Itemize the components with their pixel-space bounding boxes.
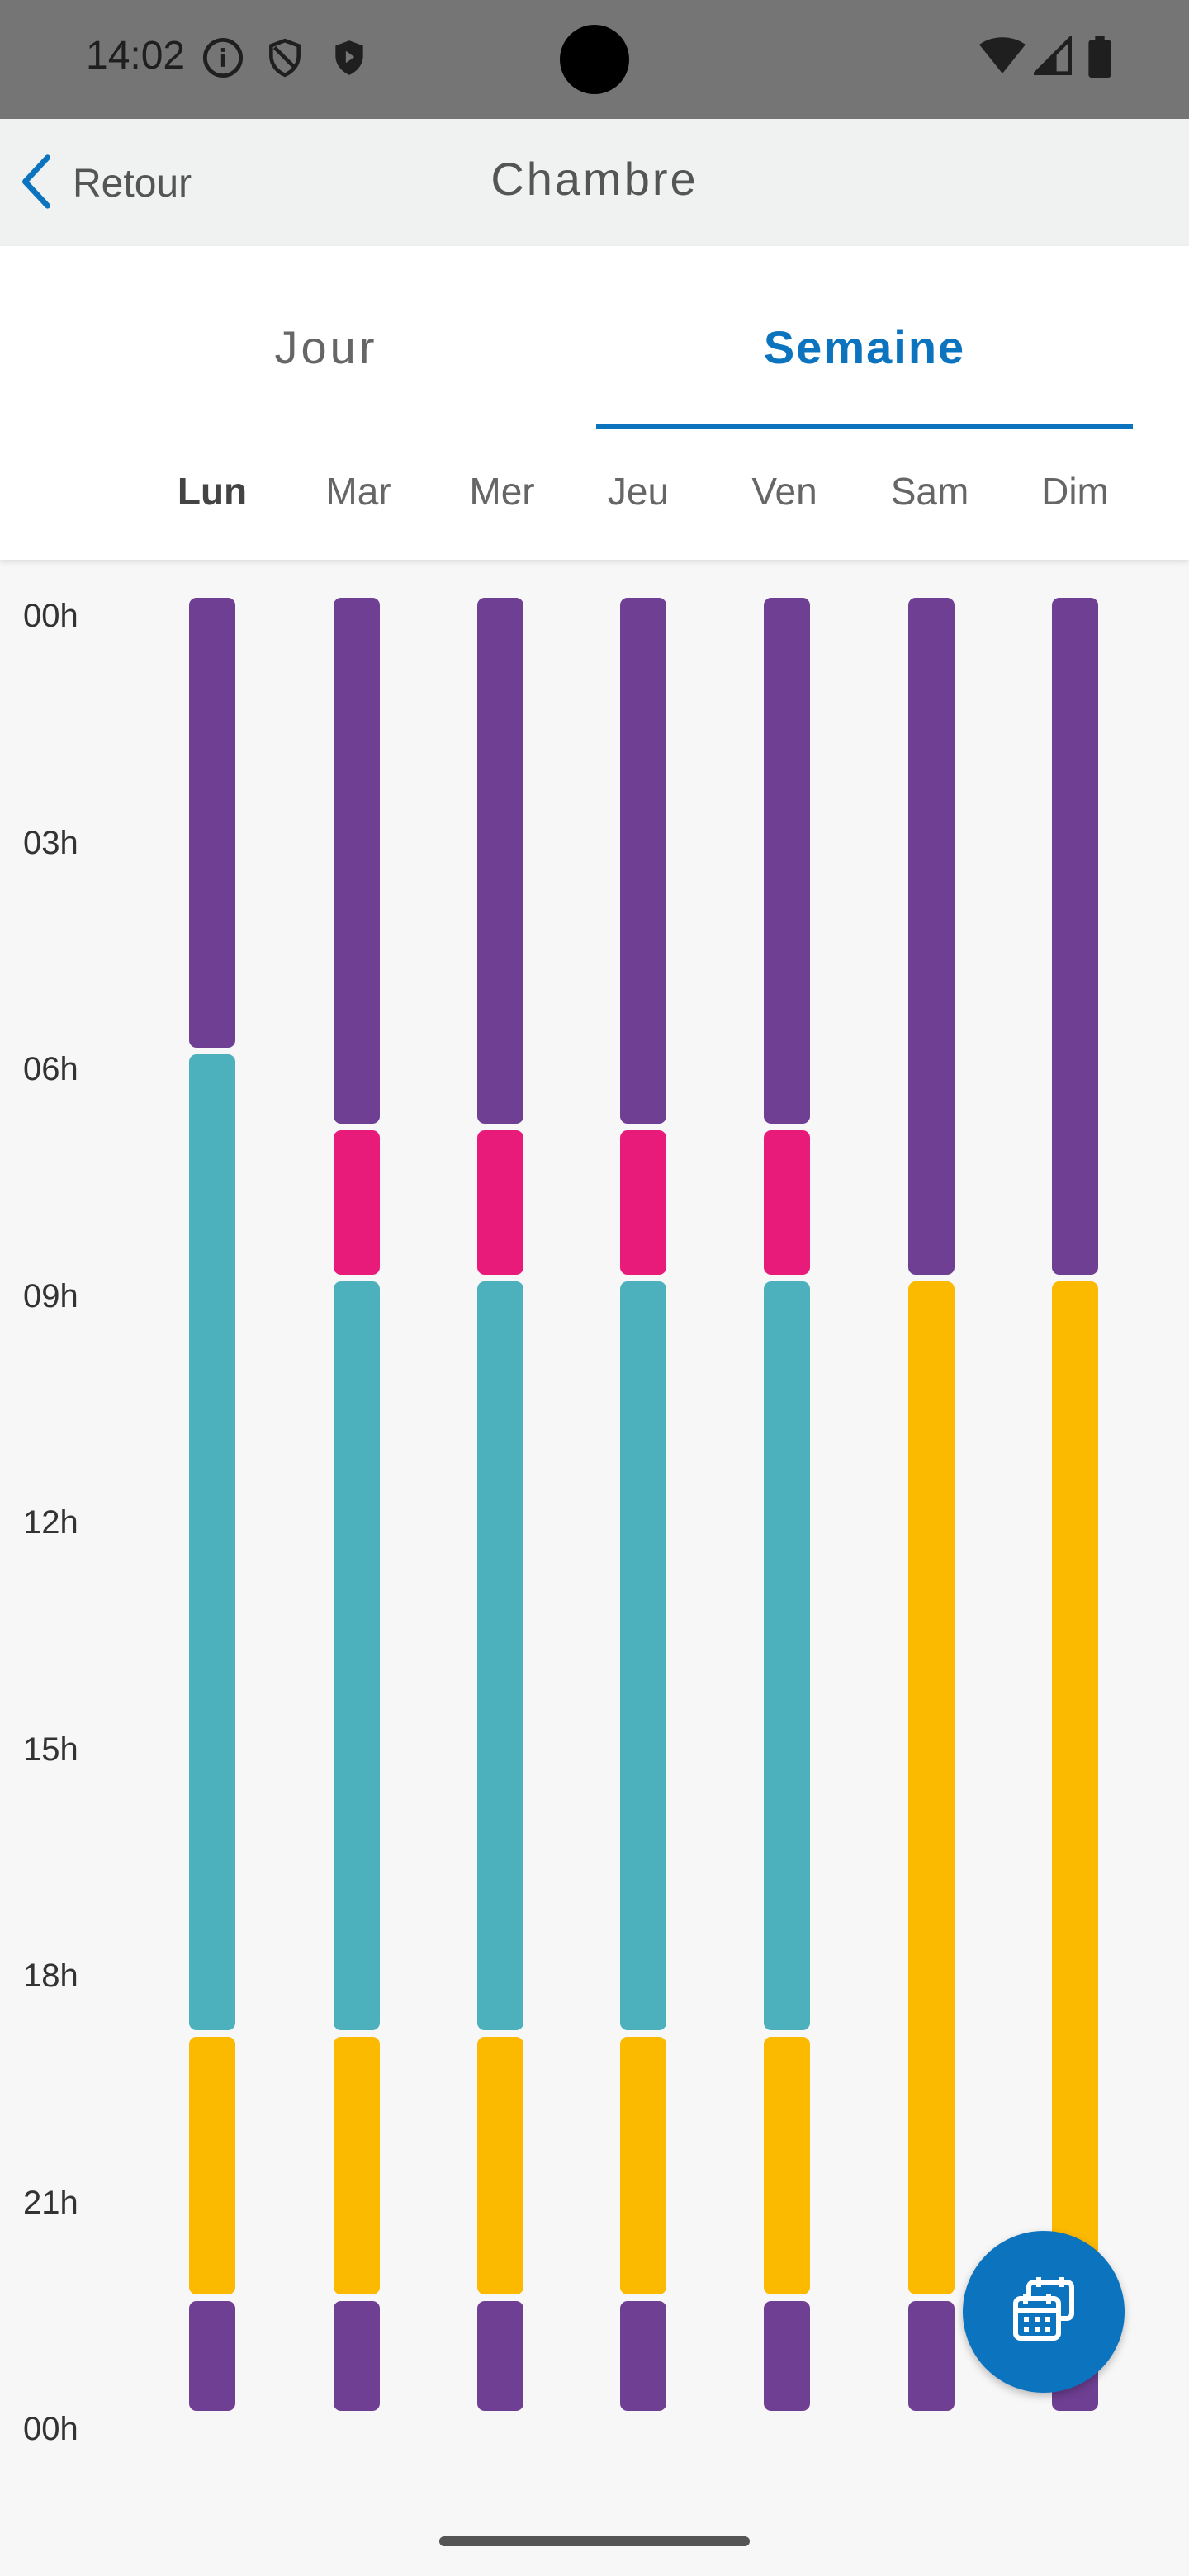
hour-label: 21h	[23, 2184, 78, 2221]
wifi-icon	[979, 36, 1026, 80]
hour-label: 09h	[23, 1277, 78, 1314]
view-tabs: Jour Semaine Lun Mar Mer Jeu Ven Sam Dim	[0, 246, 1189, 560]
back-label: Retour	[73, 161, 192, 206]
day-label-lun: Lun	[177, 470, 248, 513]
schedule-segment-ven-pink[interactable]	[764, 1129, 810, 1275]
schedule-segment-mer-yellow[interactable]	[477, 2036, 523, 2294]
schedule-segment-mar-purple[interactable]	[334, 2300, 380, 2411]
schedule-segment-mar-yellow[interactable]	[334, 2036, 380, 2294]
day-label-mar: Mar	[325, 470, 391, 513]
back-button[interactable]: Retour	[18, 149, 192, 218]
hour-label: 15h	[23, 1731, 78, 1768]
status-time: 14:02	[86, 34, 186, 78]
hour-label: 03h	[23, 824, 78, 861]
active-tab-indicator	[596, 424, 1133, 429]
schedule-segment-mer-purple[interactable]	[477, 598, 523, 1124]
schedule-segment-lun-teal[interactable]	[189, 1054, 235, 2030]
hour-label: 12h	[23, 1504, 78, 1541]
calendar-icon	[1009, 2275, 1078, 2349]
schedule-segment-jeu-purple[interactable]	[620, 2300, 666, 2411]
tab-jour[interactable]: Jour	[274, 321, 378, 373]
day-label-sam: Sam	[890, 470, 969, 513]
hour-label: 06h	[23, 1051, 78, 1087]
signal-icon	[1030, 34, 1072, 80]
schedule-segment-ven-purple[interactable]	[764, 2300, 810, 2411]
schedule-segment-mar-purple[interactable]	[334, 598, 380, 1124]
schedule-segment-ven-yellow[interactable]	[764, 2036, 810, 2294]
tab-semaine[interactable]: Semaine	[763, 321, 966, 373]
schedule-segment-mar-teal[interactable]	[334, 1281, 380, 2030]
schedule-segment-jeu-purple[interactable]	[620, 598, 666, 1124]
hour-label: 00h	[23, 2411, 78, 2447]
schedule-segment-jeu-pink[interactable]	[620, 1129, 666, 1275]
schedule-segment-lun-yellow[interactable]	[189, 2036, 235, 2294]
camera-cutout	[560, 25, 629, 94]
hour-label: 18h	[23, 1958, 78, 1994]
schedule-segment-sam-yellow[interactable]	[908, 1281, 955, 2294]
schedule-segment-dim-purple[interactable]	[1052, 598, 1098, 1275]
schedule-segment-ven-teal[interactable]	[764, 1281, 810, 2030]
day-label-dim: Dim	[1041, 470, 1109, 513]
schedule-segment-lun-purple[interactable]	[189, 598, 235, 1048]
schedule-segment-ven-purple[interactable]	[764, 598, 810, 1124]
schedule-segment-mer-teal[interactable]	[477, 1281, 523, 2030]
chevron-left-icon	[18, 153, 54, 215]
app-bar: Retour Chambre	[0, 119, 1189, 246]
schedule-segment-jeu-yellow[interactable]	[620, 2036, 666, 2294]
status-bar: 14:02	[0, 0, 1189, 119]
home-indicator	[439, 2536, 750, 2546]
schedule-segment-mar-pink[interactable]	[334, 1129, 380, 1275]
schedule-segment-mer-purple[interactable]	[477, 2300, 523, 2411]
schedule-segment-jeu-teal[interactable]	[620, 1281, 666, 2030]
shield-badge-icon	[329, 36, 370, 83]
page-title: Chambre	[490, 153, 699, 205]
schedule-segment-sam-purple[interactable]	[908, 598, 955, 1275]
schedule-segment-sam-purple[interactable]	[908, 2300, 955, 2411]
battery-icon	[1088, 36, 1111, 82]
day-label-ven: Ven	[751, 470, 817, 513]
schedule-segment-mer-pink[interactable]	[477, 1129, 523, 1275]
hour-label: 00h	[23, 598, 78, 634]
schedule-segment-lun-purple[interactable]	[189, 2300, 235, 2411]
day-label-jeu: Jeu	[607, 470, 670, 513]
schedule-segment-dim-yellow[interactable]	[1052, 1281, 1098, 2294]
day-label-mer: Mer	[469, 470, 535, 513]
shield-icon	[264, 36, 306, 83]
calendar-button[interactable]	[963, 2231, 1125, 2393]
info-icon	[201, 36, 244, 83]
